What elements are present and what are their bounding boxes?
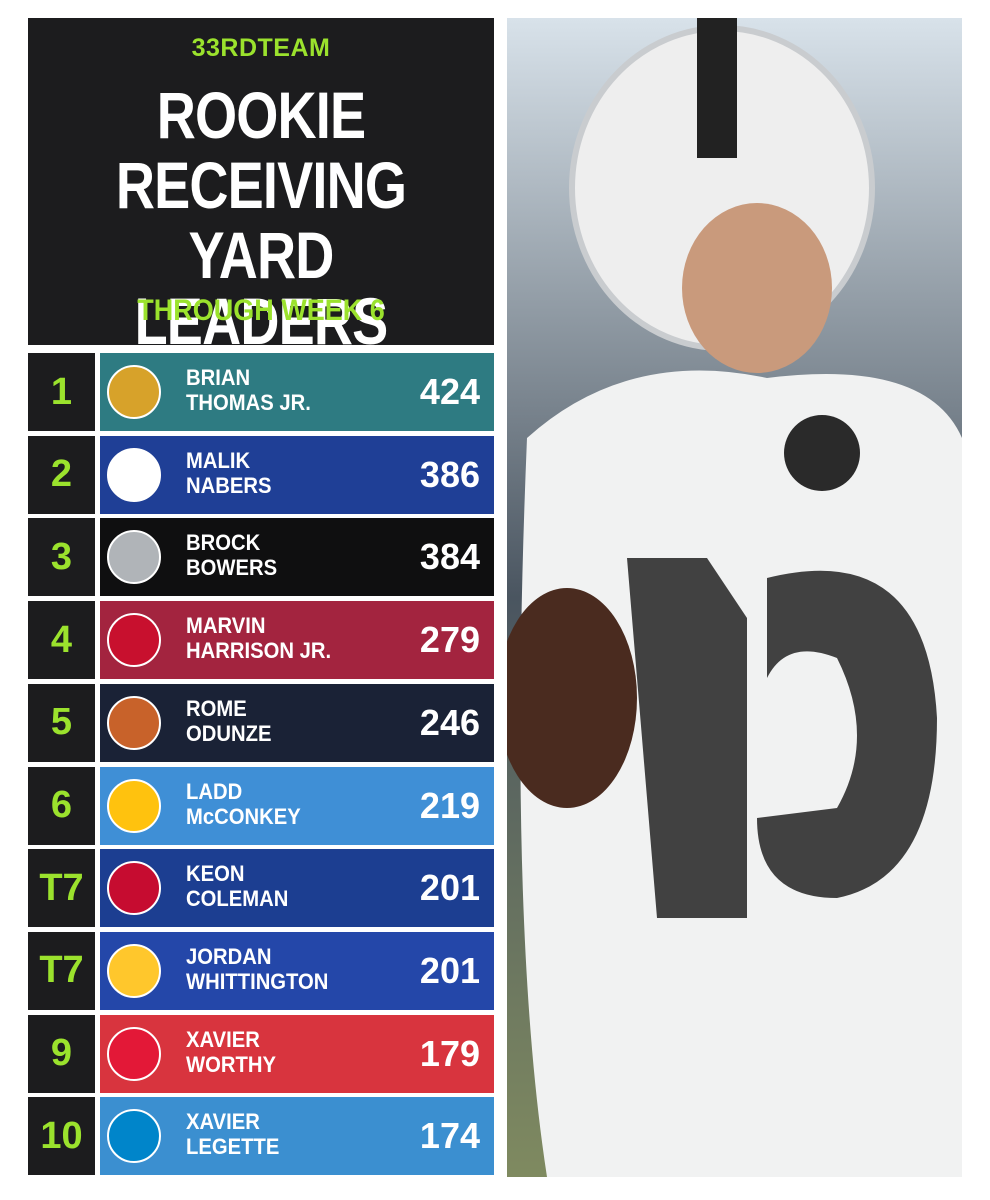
team-logo	[107, 1026, 161, 1081]
first-name: XAVIER	[186, 1026, 260, 1052]
yards: 201	[419, 867, 480, 909]
team-logo	[107, 365, 161, 419]
team-logo	[107, 695, 161, 750]
yards: 384	[419, 536, 480, 578]
team-logo	[107, 530, 161, 585]
rank: 9	[28, 1014, 95, 1093]
rank: 2	[28, 435, 95, 514]
yards: 179	[419, 1032, 480, 1074]
player-row: XAVIER LEGETTE 174	[100, 1097, 494, 1176]
first-name: JORDAN	[186, 943, 272, 969]
player-row: LADD McCONKEY 219	[100, 766, 494, 845]
last-name: WHITTINGTON	[186, 968, 329, 994]
yards: 219	[419, 784, 480, 826]
player-row: BROCK BOWERS 384	[100, 518, 494, 597]
last-name: LEGETTE	[186, 1134, 280, 1160]
title-line: RECEIVING	[115, 148, 407, 222]
rank: T7	[28, 849, 95, 928]
last-name: McCONKEY	[186, 803, 301, 829]
last-name: WORTHY	[186, 1051, 276, 1077]
rank: 5	[28, 683, 95, 762]
team-logo	[107, 1109, 161, 1164]
player-row: BRIAN THOMAS JR. 424	[100, 353, 494, 431]
rank: 3	[28, 518, 95, 597]
player-row: ROME ODUNZE 246	[100, 683, 494, 762]
rank: 1	[28, 353, 95, 431]
first-name: MARVIN	[186, 613, 266, 639]
last-name: BOWERS	[186, 555, 278, 581]
team-logo	[107, 613, 161, 668]
last-name: NABERS	[186, 472, 272, 498]
last-name: ODUNZE	[186, 720, 272, 746]
player-row: XAVIER WORTHY 179	[100, 1014, 494, 1093]
team-logo	[107, 778, 161, 833]
first-name: XAVIER	[186, 1109, 260, 1135]
yards: 201	[419, 949, 480, 991]
yards: 386	[419, 453, 480, 495]
rank: 4	[28, 601, 95, 680]
first-name: MALIK	[186, 447, 251, 473]
first-name: LADD	[186, 778, 243, 804]
rank: 10	[28, 1097, 95, 1176]
title-line: ROOKIE	[156, 78, 366, 152]
title-line: YARD LEADERS	[134, 218, 389, 358]
rank: T7	[28, 931, 95, 1010]
yards: 424	[419, 371, 480, 412]
header: 33RDTEAM ROOKIE RECEIVING YARD LEADERS T…	[28, 18, 494, 354]
team-logo	[107, 943, 161, 998]
last-name: HARRISON JR.	[186, 638, 332, 664]
brand: 33RDTEAM	[191, 34, 331, 62]
yards: 246	[419, 701, 480, 743]
yards: 279	[419, 619, 480, 661]
first-name: KEON	[186, 861, 245, 887]
rank: 6	[28, 766, 95, 845]
first-name: ROME	[186, 695, 247, 721]
player-photo	[507, 18, 962, 1177]
first-name: BROCK	[186, 530, 261, 556]
player-row: JORDAN WHITTINGTON 201	[100, 931, 494, 1010]
team-logo	[107, 861, 161, 916]
first-name: BRIAN	[186, 365, 251, 390]
player-row: MALIK NABERS 386	[100, 435, 494, 514]
subtitle: THROUGH WEEK 6	[137, 294, 385, 327]
last-name: COLEMAN	[186, 886, 289, 912]
player-row: KEON COLEMAN 201	[100, 849, 494, 928]
yards: 174	[419, 1115, 480, 1157]
team-logo	[107, 447, 161, 502]
player-row: MARVIN HARRISON JR. 279	[100, 601, 494, 680]
last-name: THOMAS JR.	[186, 390, 311, 415]
